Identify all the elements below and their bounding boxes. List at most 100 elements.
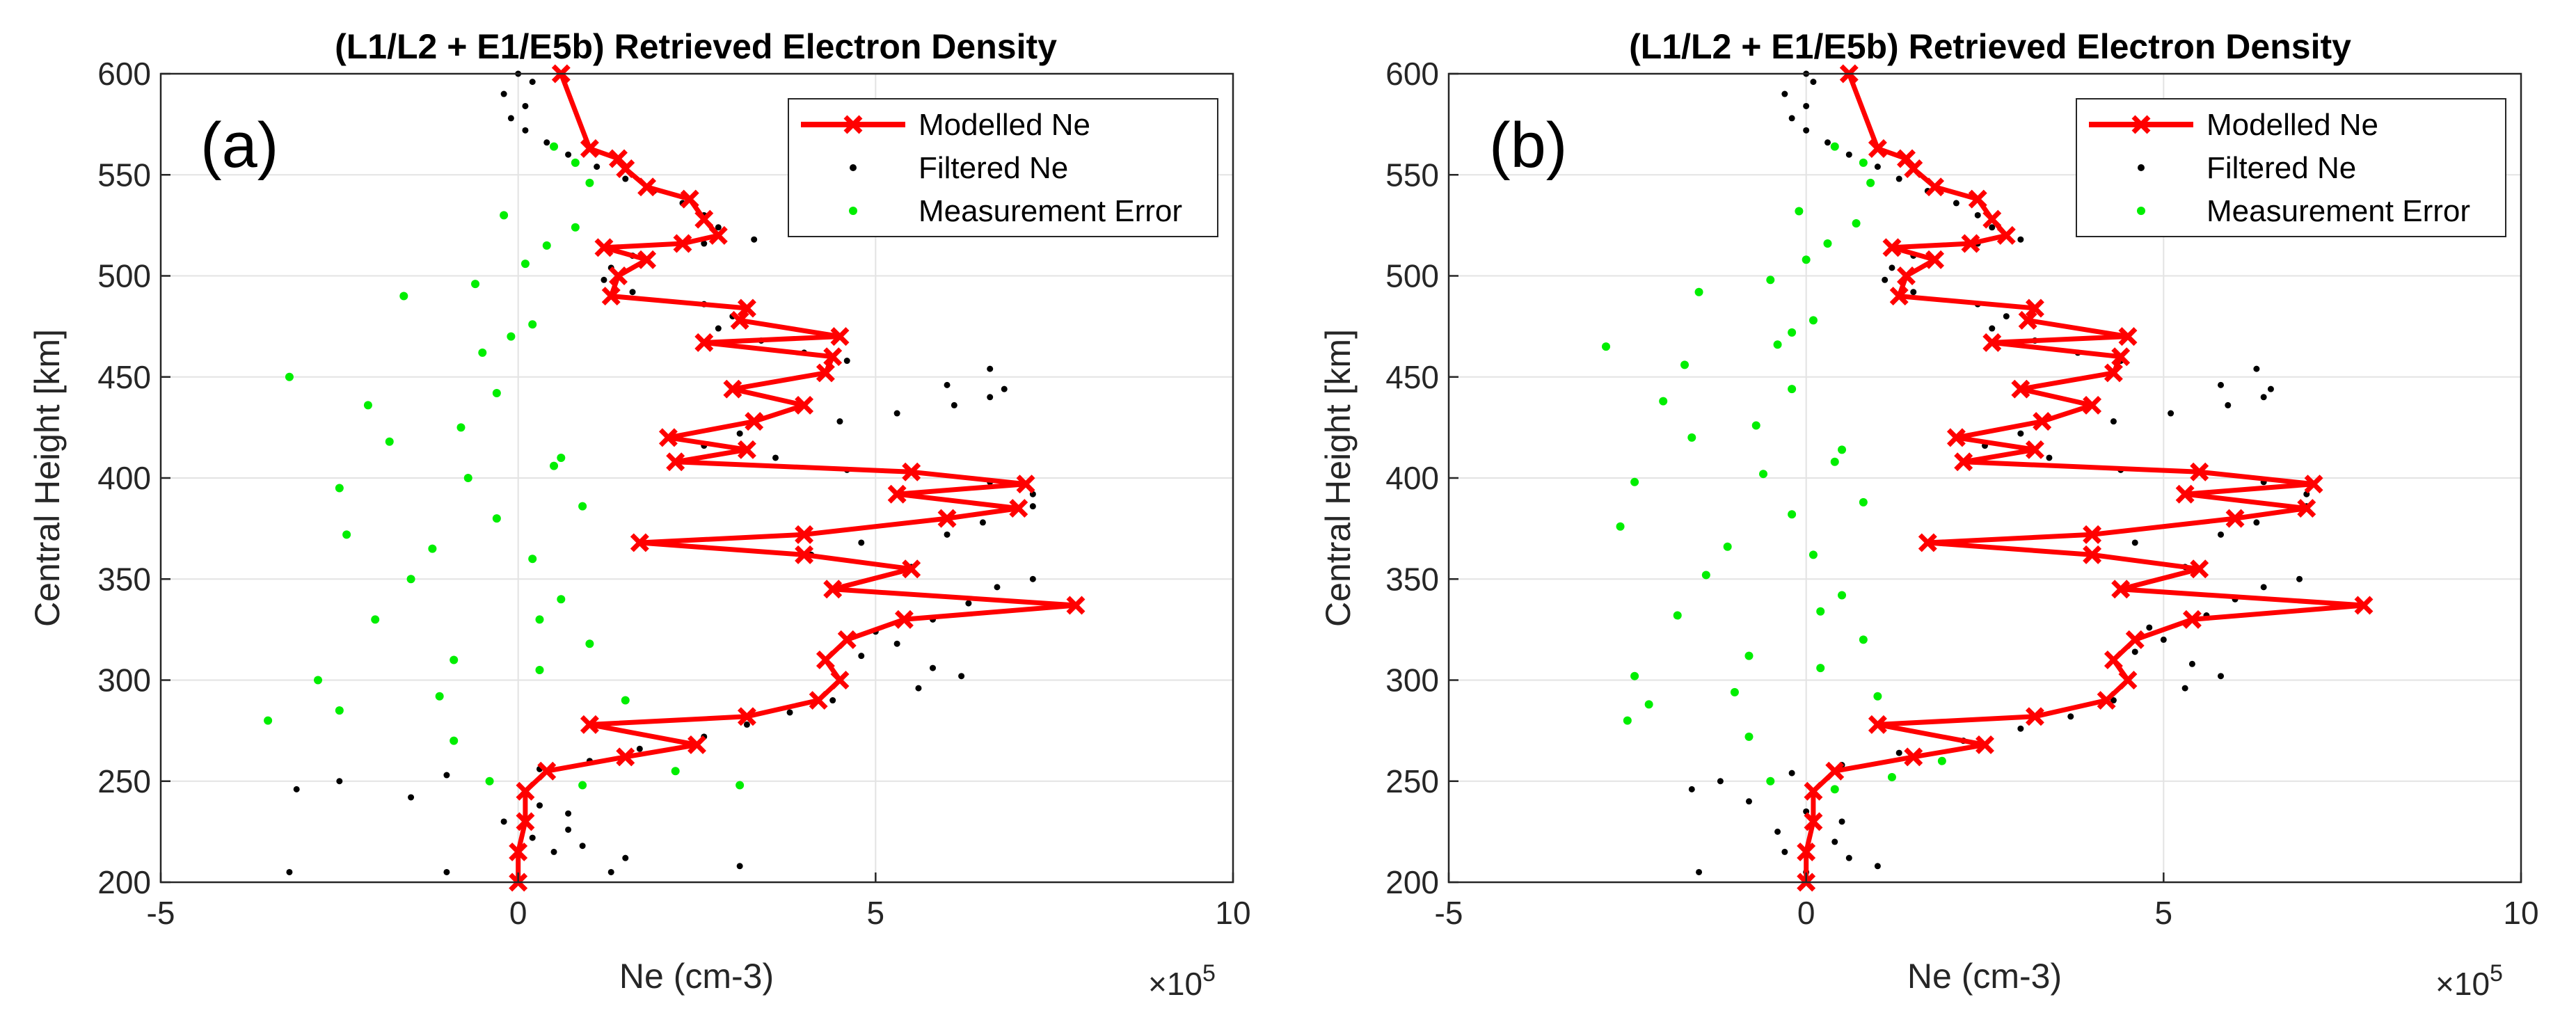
filtered-ne-point bbox=[1831, 838, 1838, 845]
modelled-ne-marker bbox=[516, 781, 535, 801]
filtered-ne-point bbox=[500, 90, 507, 97]
filtered-ne-point bbox=[1810, 79, 1817, 86]
x-tick-label: 0 bbox=[509, 895, 527, 931]
legend-a: Modelled Ne Filtered Ne Measurement Erro… bbox=[788, 98, 1218, 237]
modelled-ne-marker bbox=[616, 747, 635, 767]
filtered-ne-point bbox=[565, 826, 572, 833]
y-tick-label: 250 bbox=[97, 763, 151, 799]
x-tick-label: -5 bbox=[147, 895, 175, 931]
modelled-ne-marker bbox=[1804, 812, 1823, 831]
panel-a: (L1/L2 + E1/E5b) Retrieved Electron Dens… bbox=[28, 27, 1251, 1002]
filtered-ne-point bbox=[500, 818, 507, 825]
measurement-error-point bbox=[399, 292, 408, 301]
modelled-ne-marker bbox=[1009, 499, 1028, 518]
y-tick-label: 550 bbox=[1385, 157, 1439, 193]
modelled-ne-marker bbox=[537, 761, 557, 781]
modelled-ne-marker bbox=[2011, 379, 2030, 399]
x-multiplier-b: ×105 bbox=[2435, 960, 2503, 1002]
modelled-ne-marker bbox=[2104, 650, 2123, 669]
modelled-ne-marker bbox=[594, 238, 614, 257]
measurement-error-point bbox=[371, 615, 380, 624]
filtered-ne-point bbox=[622, 854, 629, 861]
filtered-ne-point bbox=[743, 721, 750, 728]
measurement-error-point bbox=[1859, 635, 1868, 644]
filtered-ne-point bbox=[829, 697, 836, 704]
modelled-ne-marker bbox=[795, 545, 814, 564]
modelled-ne-marker bbox=[666, 452, 685, 472]
modelled-ne-marker bbox=[1946, 428, 1966, 447]
measurement-error-point bbox=[1866, 178, 1875, 187]
modelled-ne-marker bbox=[894, 609, 914, 629]
measurement-error-point bbox=[1766, 776, 1775, 786]
filtered-ne-point bbox=[529, 834, 536, 841]
modelled-ne-marker bbox=[1918, 533, 1937, 552]
modelled-ne-marker bbox=[687, 735, 706, 754]
filtered-ne-point bbox=[565, 151, 572, 158]
filtered-ne-point bbox=[1953, 200, 1959, 207]
filtered-ne-point bbox=[858, 653, 865, 660]
measurement-error-point bbox=[1830, 457, 1839, 466]
filtered-ne-point bbox=[522, 102, 529, 109]
measurement-error-point bbox=[342, 530, 351, 539]
filtered-ne-point bbox=[1845, 854, 1852, 861]
modelled-ne-marker bbox=[1868, 715, 1887, 734]
measurement-error-point bbox=[1744, 651, 1754, 660]
modelled-ne-marker bbox=[795, 395, 814, 415]
modelled-ne-marker bbox=[580, 139, 599, 158]
modelled-ne-marker bbox=[887, 484, 907, 504]
x-tick-label: 5 bbox=[2155, 895, 2173, 931]
measurement-error-point bbox=[571, 158, 580, 167]
filtered-ne-point bbox=[944, 531, 951, 538]
measurement-error-point bbox=[528, 320, 537, 329]
measurement-error-point bbox=[335, 706, 344, 715]
measurement-error-point bbox=[557, 595, 566, 604]
chart-title-b: (L1/L2 + E1/E5b) Retrieved Electron Dens… bbox=[1629, 27, 2351, 66]
x-axis-label-a: Ne (cm-3) bbox=[619, 957, 774, 996]
x-multiplier-base-b: ×10 bbox=[2435, 966, 2490, 1002]
filtered-ne-point bbox=[1882, 276, 1889, 283]
measurement-error-point bbox=[736, 781, 745, 790]
filtered-ne-point bbox=[965, 600, 972, 607]
measurement-error-point bbox=[406, 575, 415, 584]
modelled-ne-marker bbox=[708, 225, 728, 245]
filtered-ne-point bbox=[2260, 394, 2267, 401]
modelled-ne-marker bbox=[2125, 630, 2145, 649]
modelled-ne-marker bbox=[1961, 234, 1980, 253]
x-tick-label: -5 bbox=[1435, 895, 1463, 931]
legend-key-modelled-marker bbox=[843, 115, 863, 134]
measurement-error-point bbox=[585, 178, 594, 187]
filtered-ne-point bbox=[1838, 818, 1845, 825]
measurement-error-point bbox=[535, 665, 544, 674]
measurement-error-point bbox=[550, 461, 559, 470]
x-multiplier-a: ×105 bbox=[1148, 960, 1216, 1002]
filtered-ne-point bbox=[1803, 102, 1810, 109]
modelled-ne-marker bbox=[937, 509, 957, 528]
modelled-ne-marker bbox=[680, 189, 699, 209]
filtered-ne-point bbox=[594, 164, 601, 170]
filtered-ne-point bbox=[579, 843, 586, 850]
measurement-error-point bbox=[550, 142, 559, 151]
modelled-ne-marker bbox=[2083, 395, 2102, 415]
filtered-ne-point bbox=[2218, 381, 2225, 388]
filtered-ne-point bbox=[601, 276, 607, 283]
y-tick-label: 350 bbox=[1385, 561, 1439, 597]
modelled-ne-marker bbox=[694, 333, 714, 352]
filtered-ne-point bbox=[1874, 863, 1881, 870]
legend-keys-a bbox=[801, 115, 905, 215]
modelled-ne-marker bbox=[1975, 735, 1994, 754]
y-tick-label: 600 bbox=[1385, 56, 1439, 92]
filtered-ne-point bbox=[944, 381, 951, 388]
modelled-ne-marker bbox=[730, 310, 749, 330]
measurement-error-point bbox=[1759, 470, 1768, 479]
measurement-error-point bbox=[1680, 360, 1689, 369]
series-a bbox=[264, 64, 1086, 892]
measurement-error-point bbox=[471, 280, 480, 289]
y-tick-label: 250 bbox=[1385, 763, 1439, 799]
filtered-ne-point bbox=[1788, 115, 1795, 122]
filtered-ne-point bbox=[543, 139, 550, 146]
modelled-ne-marker bbox=[902, 559, 921, 579]
filtered-ne-point bbox=[1781, 90, 1788, 97]
filtered-ne-point bbox=[979, 519, 986, 526]
filtered-ne-point bbox=[772, 454, 779, 461]
